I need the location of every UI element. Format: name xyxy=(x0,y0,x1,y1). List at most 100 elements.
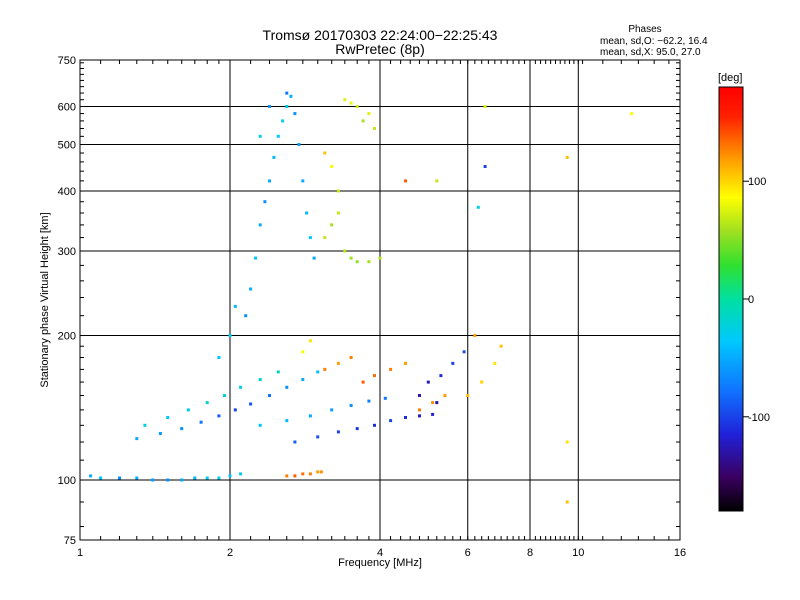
data-point xyxy=(336,189,340,193)
data-point xyxy=(349,404,353,407)
y-tick-label: 400 xyxy=(58,186,76,198)
data-point xyxy=(285,105,289,108)
data-point xyxy=(281,119,285,123)
data-point xyxy=(199,420,203,424)
axis-ticks: 1 2 4 6 8 10 16 75 100 200 300 400 500 600 750 xyxy=(58,55,686,559)
data-point xyxy=(565,155,569,159)
data-point xyxy=(336,430,340,434)
data-point xyxy=(323,367,327,371)
data-point xyxy=(99,476,103,480)
data-point xyxy=(228,334,232,337)
data-point xyxy=(258,423,262,427)
data-point xyxy=(308,472,312,476)
data-point xyxy=(404,416,407,419)
data-point xyxy=(276,370,280,374)
data-point xyxy=(151,478,155,482)
data-point xyxy=(143,423,147,427)
data-point xyxy=(404,179,407,183)
data-point xyxy=(316,370,320,374)
data-point xyxy=(378,256,382,260)
data-point xyxy=(630,112,634,116)
data-point xyxy=(268,394,271,397)
data-point xyxy=(305,211,309,215)
data-point xyxy=(285,91,289,95)
data-point xyxy=(330,223,334,227)
data-point xyxy=(418,394,421,397)
y-tick-label: 500 xyxy=(58,140,76,152)
x-tick-label: 8 xyxy=(527,547,533,559)
colorbar xyxy=(718,86,744,512)
data-point xyxy=(499,344,503,348)
data-point xyxy=(383,396,387,400)
data-point xyxy=(473,334,477,337)
data-point xyxy=(285,419,289,423)
colorbar-tick-label: 0 xyxy=(748,294,754,306)
data-point xyxy=(343,249,347,253)
data-point xyxy=(166,478,170,482)
data-point xyxy=(301,179,305,183)
data-point xyxy=(293,474,297,478)
data-point xyxy=(293,440,297,444)
colorbar-tick-label: -100 xyxy=(748,412,770,424)
data-point xyxy=(439,374,443,378)
data-point xyxy=(239,472,243,476)
y-axis-label: Stationary phase Virtual Height [km] xyxy=(39,212,51,387)
data-point xyxy=(308,414,312,418)
data-point xyxy=(308,339,312,343)
data-point xyxy=(367,112,371,116)
data-point xyxy=(254,256,257,260)
data-point xyxy=(451,361,455,365)
data-point xyxy=(135,437,139,441)
data-point xyxy=(249,287,253,291)
data-point xyxy=(301,350,305,354)
data-point xyxy=(263,200,267,204)
x-tick-label: 2 xyxy=(227,547,233,559)
data-point xyxy=(493,361,497,365)
data-point xyxy=(343,98,347,102)
data-point xyxy=(293,112,297,116)
data-point xyxy=(258,378,262,381)
data-point xyxy=(217,476,221,480)
data-point xyxy=(435,401,439,405)
data-point xyxy=(349,356,353,359)
data-point xyxy=(258,223,262,227)
data-point xyxy=(228,474,232,478)
data-point xyxy=(466,394,470,397)
data-point xyxy=(268,179,271,183)
data-point xyxy=(258,134,262,138)
data-point xyxy=(268,105,271,108)
data-point xyxy=(483,105,487,108)
data-point xyxy=(205,476,209,480)
data-point xyxy=(355,260,359,264)
data-point xyxy=(355,427,359,431)
data-point xyxy=(217,414,221,418)
data-point xyxy=(312,256,316,260)
data-point xyxy=(308,236,312,240)
colorbar-tick-label: 100 xyxy=(748,176,766,188)
data-point xyxy=(272,155,276,159)
data-point xyxy=(233,304,237,308)
data-point xyxy=(285,474,289,478)
data-point xyxy=(285,385,289,389)
data-point xyxy=(480,380,484,384)
data-point xyxy=(166,416,170,419)
x-tick-label: 16 xyxy=(674,547,686,559)
data-point xyxy=(233,408,237,412)
data-point xyxy=(389,367,393,371)
data-point xyxy=(289,94,293,98)
data-points xyxy=(89,91,634,504)
data-point xyxy=(239,385,243,389)
stats-line-o: mean, sd,O: −62.2, 16.4 xyxy=(600,36,708,47)
data-point xyxy=(330,165,334,168)
data-point xyxy=(435,179,439,183)
data-point xyxy=(319,470,323,474)
x-axis-label: Frequency [MHz] xyxy=(338,557,422,569)
data-point xyxy=(373,374,376,378)
data-point xyxy=(361,119,365,123)
y-tick-label: 300 xyxy=(58,246,76,258)
data-point xyxy=(118,476,121,480)
data-point xyxy=(316,470,320,474)
data-point xyxy=(297,143,301,146)
y-tick-label: 75 xyxy=(64,535,76,547)
